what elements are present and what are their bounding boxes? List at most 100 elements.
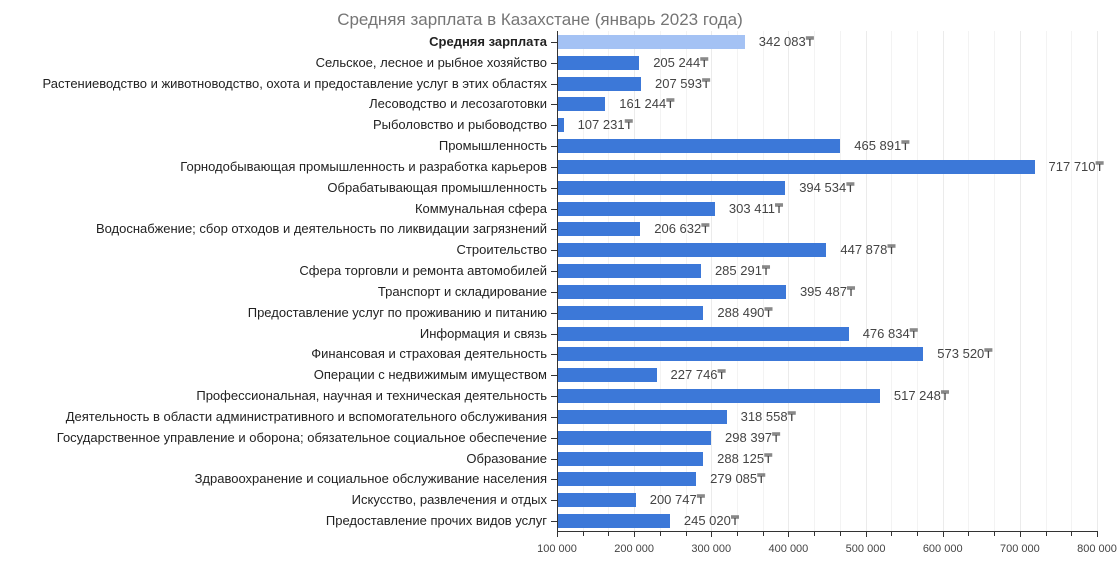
bar-row: Растениеводство и животноводство, охота …	[0, 74, 1120, 94]
x-tick-mark	[685, 532, 687, 536]
bar-row: Обрабатывающая промышленность 394 534₸	[0, 178, 1120, 198]
industry-bar[interactable]	[558, 139, 841, 154]
x-tick-label: 100 000	[537, 543, 577, 555]
y-tick-mark	[551, 416, 557, 418]
x-tick-mark	[1019, 531, 1021, 537]
value-label: 517 248₸	[893, 388, 950, 404]
value-label: 200 747₸	[649, 492, 705, 508]
industry-bar[interactable]	[558, 118, 564, 133]
industry-bar[interactable]	[558, 201, 715, 216]
category-label: Предоставление услуг по проживанию и пит…	[247, 304, 547, 320]
y-tick-mark	[551, 187, 557, 189]
category-label: Финансовая и страховая деятельность	[311, 346, 547, 362]
x-tick-mark	[762, 532, 764, 536]
industry-bar[interactable]	[558, 368, 657, 383]
industry-bar[interactable]	[558, 243, 827, 258]
y-tick-mark	[551, 42, 557, 43]
industry-bar[interactable]	[558, 389, 880, 404]
bar-row: Коммунальная сфера 303 411₸	[0, 199, 1120, 219]
x-tick-mark	[737, 532, 738, 536]
bar-row: Государственное управление и оборона; об…	[0, 428, 1120, 448]
x-tick-label: 700 000	[999, 543, 1040, 555]
x-tick-mark	[994, 532, 996, 536]
industry-bar[interactable]	[558, 514, 670, 529]
value-label: 476 834₸	[862, 325, 918, 341]
major-gridline	[865, 31, 867, 531]
x-tick-mark	[634, 531, 636, 537]
average-salary-bar[interactable]	[558, 35, 745, 49]
minor-gridline	[608, 31, 610, 531]
major-gridline	[1097, 31, 1098, 531]
major-gridline	[711, 31, 713, 531]
bar-row: Искусство, развлечения и отдых 200 747₸	[0, 490, 1120, 510]
x-tick-mark	[942, 531, 944, 537]
y-tick-mark	[551, 291, 557, 293]
category-label: Здравоохранение и социальное обслуживани…	[194, 471, 547, 487]
bar-row: Сельское, лесное и рыбное хозяйство 205 2…	[0, 53, 1120, 73]
bar-row: Предоставление услуг по проживанию и пит…	[0, 303, 1120, 323]
industry-bar[interactable]	[558, 284, 786, 299]
value-label: 245 020₸	[683, 513, 740, 529]
value-label: 107 231₸	[577, 117, 633, 133]
category-label: Строительство	[456, 242, 547, 258]
x-tick-label: 200 000	[614, 543, 655, 555]
category-label: Средняя зарплата	[429, 34, 547, 49]
x-tick-mark	[1045, 532, 1047, 536]
y-tick-mark	[551, 333, 557, 335]
industry-bar[interactable]	[558, 305, 704, 320]
industry-bar[interactable]	[558, 76, 641, 91]
chart-title: Средняя зарплата в Казахстане (январь 20…	[337, 10, 743, 29]
industry-bar[interactable]	[558, 159, 1035, 174]
x-tick-label: 500 000	[845, 543, 886, 555]
bar-row: Образование 288 125₸	[0, 449, 1120, 469]
industry-bar[interactable]	[558, 430, 712, 445]
industry-bar[interactable]	[558, 472, 697, 487]
x-tick-label: 300 000	[691, 543, 732, 555]
bar-row: Информация и связь 476 834₸	[0, 324, 1120, 344]
y-tick-mark	[551, 354, 557, 356]
category-label: Коммунальная сфера	[414, 200, 547, 216]
bar-row: Строительство 447 878₸	[0, 240, 1120, 260]
value-label: 318 558₸	[740, 408, 796, 424]
x-tick-mark	[814, 532, 816, 536]
y-tick-mark	[551, 104, 557, 106]
industry-bar[interactable]	[558, 493, 636, 508]
industry-bar[interactable]	[558, 347, 924, 362]
y-tick-mark	[551, 125, 557, 127]
value-label: 717 710₸	[1048, 158, 1104, 174]
minor-gridline	[659, 31, 661, 531]
minor-gridline	[891, 31, 893, 531]
category-label: Искусство, развлечения и отдых	[351, 492, 547, 508]
x-tick-mark	[968, 532, 970, 536]
major-gridline	[1019, 31, 1021, 531]
category-label: Операции с недвижимым имуществом	[313, 367, 547, 383]
category-label: Обрабатывающая промышленность	[327, 179, 547, 195]
y-tick-mark	[551, 83, 557, 85]
bar-row: Здравоохранение и социальное обслуживани…	[0, 469, 1120, 489]
y-tick-mark	[551, 521, 557, 523]
value-label: 279 085₸	[710, 471, 766, 487]
y-tick-mark	[551, 312, 557, 314]
bar-row: Деятельность в области административного…	[0, 407, 1120, 427]
industry-bar[interactable]	[558, 222, 641, 237]
category-label: Сельское, лесное и рыбное хозяйство	[315, 54, 547, 70]
value-label: 288 490₸	[717, 304, 773, 320]
industry-bar[interactable]	[558, 180, 786, 195]
category-label: Горнодобывающая промышленность и разрабо…	[180, 158, 547, 174]
y-tick-mark	[551, 229, 557, 231]
category-label: Растениеводство и животноводство, охота …	[42, 75, 547, 91]
major-gridline	[942, 31, 944, 531]
industry-bar[interactable]	[558, 451, 704, 466]
value-label: 447 878₸	[840, 242, 896, 258]
value-label: 395 487₸	[799, 283, 856, 299]
x-tick-mark	[891, 532, 893, 536]
bar-row: Рыболовство и рыбоводство 107 231₸	[0, 115, 1120, 135]
y-tick-mark	[551, 166, 557, 168]
industry-bar[interactable]	[558, 97, 606, 112]
industry-bar[interactable]	[558, 326, 849, 341]
industry-bar[interactable]	[558, 409, 727, 424]
y-axis-line	[557, 31, 558, 531]
industry-bar[interactable]	[558, 264, 701, 279]
x-tick-mark	[788, 531, 790, 537]
industry-bar[interactable]	[558, 55, 640, 70]
